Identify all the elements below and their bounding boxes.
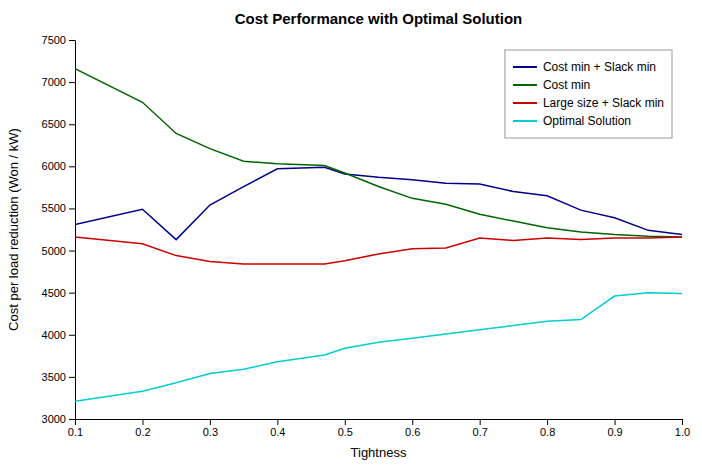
tick-label: 0.3 xyxy=(203,426,218,438)
tick: 4000 xyxy=(42,329,75,341)
tick-mark xyxy=(69,377,75,378)
series-line xyxy=(75,167,682,239)
tick-label: 7500 xyxy=(42,34,66,46)
tick-mark xyxy=(480,419,481,425)
tick: 7000 xyxy=(42,76,75,88)
tick-label: 0.2 xyxy=(135,426,150,438)
tick-mark xyxy=(69,166,75,167)
legend-label: Cost min xyxy=(543,78,590,92)
tick-mark xyxy=(69,293,75,294)
tick-label: 0.1 xyxy=(68,426,83,438)
axis-line xyxy=(69,41,76,420)
tick: 0.1 xyxy=(68,419,83,438)
tick: 4500 xyxy=(42,287,75,299)
tick-mark xyxy=(277,419,278,425)
tick-mark xyxy=(69,251,75,252)
x-axis: 0.1 0.2 0.3 0.4 0.5 0.6 0.7 0.8 0.9 1.0 xyxy=(68,419,690,438)
tick-mark xyxy=(69,419,75,420)
tick: 0.6 xyxy=(405,419,420,438)
tick-label: 6500 xyxy=(42,118,66,130)
tick: 1.0 xyxy=(675,419,690,438)
axis-line xyxy=(76,420,683,426)
tick: 0.4 xyxy=(270,419,285,438)
tick: 7500 xyxy=(42,34,75,46)
y-axis: 3000 3500 4000 4500 5000 5500 6000 6500 7000 7500 xyxy=(42,34,76,425)
title: Cost Performance with Optimal Solution xyxy=(235,10,523,27)
tick: 3500 xyxy=(42,371,75,383)
legend-swatch xyxy=(513,66,537,68)
legend-swatch xyxy=(513,84,537,86)
tick-mark xyxy=(69,40,75,41)
tick-mark xyxy=(210,419,211,425)
tick-label: 0.6 xyxy=(405,426,420,438)
legend-label: Cost min + Slack min xyxy=(543,60,656,74)
tick: 0.5 xyxy=(338,419,353,438)
tick: 0.9 xyxy=(607,419,622,438)
tick-label: 6000 xyxy=(42,160,66,172)
tick: 0.3 xyxy=(203,419,218,438)
legend-swatch xyxy=(513,102,537,104)
tick-label: 0.9 xyxy=(607,426,622,438)
tick-label: 0.8 xyxy=(540,426,555,438)
legend-box xyxy=(505,50,672,138)
legend-label: Optimal Solution xyxy=(543,114,631,128)
legend-label: Large size + Slack min xyxy=(543,96,664,110)
tick-label: 4500 xyxy=(42,287,66,299)
lines xyxy=(75,69,682,402)
tick-label: 3000 xyxy=(42,413,66,425)
tick-mark xyxy=(69,335,75,336)
tick-mark xyxy=(142,419,143,425)
tick-mark xyxy=(345,419,346,425)
tick-label: 5000 xyxy=(42,245,66,257)
tick-mark xyxy=(69,124,75,125)
series-line xyxy=(75,237,682,264)
tick-label: 1.0 xyxy=(675,426,690,438)
tick: 3000 xyxy=(42,413,75,425)
legend: Cost min + Slack min Cost min Large size +… xyxy=(505,50,672,138)
tick-mark xyxy=(69,82,75,83)
tick-label: 0.7 xyxy=(473,426,488,438)
tick-label: 4000 xyxy=(42,329,66,341)
tick: 0.8 xyxy=(540,419,555,438)
tick-mark xyxy=(69,208,75,209)
tick-label: 7000 xyxy=(42,76,66,88)
tick: 0.7 xyxy=(473,419,488,438)
tick-mark xyxy=(547,419,548,425)
x-axis-title: Tightness xyxy=(351,445,407,460)
tick: 5000 xyxy=(42,245,75,257)
chart: 0.1 0.2 0.3 0.4 0.5 0.6 0.7 0.8 0.9 1.0 3000 3500 40… xyxy=(0,0,702,469)
tick: 6500 xyxy=(42,118,75,130)
series-line xyxy=(75,293,682,402)
tick-label: 5500 xyxy=(42,202,66,214)
tick-mark xyxy=(615,419,616,425)
tick-label: 0.5 xyxy=(338,426,353,438)
tick-mark xyxy=(412,419,413,425)
legend-swatch xyxy=(513,120,537,122)
tick: 6000 xyxy=(42,160,75,172)
plot-area: 0.1 0.2 0.3 0.4 0.5 0.6 0.7 0.8 0.9 1.0 3000 3500 40… xyxy=(42,34,691,438)
tick-mark xyxy=(682,419,683,425)
y-axis-title: Cost per load reduction (Won / kW) xyxy=(6,128,21,331)
tick: 5500 xyxy=(42,202,75,214)
tick-label: 0.4 xyxy=(270,426,285,438)
tick-label: 3500 xyxy=(42,371,66,383)
tick: 0.2 xyxy=(135,419,150,438)
